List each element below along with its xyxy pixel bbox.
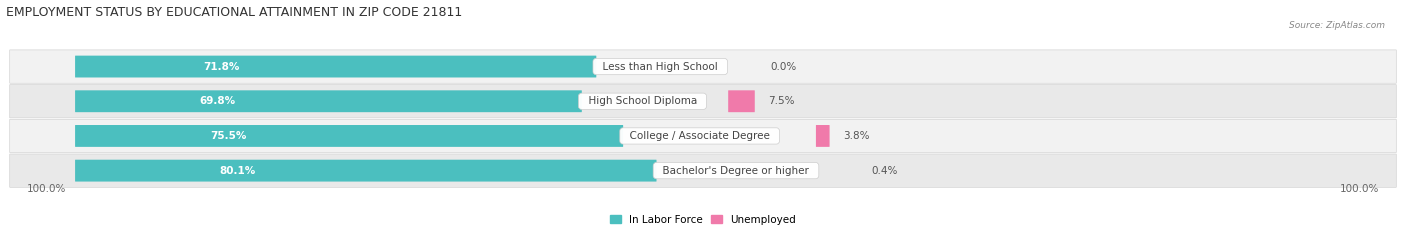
Text: 100.0%: 100.0% xyxy=(27,184,66,194)
Text: College / Associate Degree: College / Associate Degree xyxy=(623,131,776,141)
FancyBboxPatch shape xyxy=(75,90,582,112)
Text: 7.5%: 7.5% xyxy=(769,96,794,106)
Text: Source: ZipAtlas.com: Source: ZipAtlas.com xyxy=(1289,21,1385,30)
Text: 100.0%: 100.0% xyxy=(1340,184,1379,194)
FancyBboxPatch shape xyxy=(815,125,830,147)
Text: 3.8%: 3.8% xyxy=(844,131,870,141)
FancyBboxPatch shape xyxy=(75,56,596,78)
Text: EMPLOYMENT STATUS BY EDUCATIONAL ATTAINMENT IN ZIP CODE 21811: EMPLOYMENT STATUS BY EDUCATIONAL ATTAINM… xyxy=(6,6,461,19)
FancyBboxPatch shape xyxy=(75,160,657,182)
Text: 71.8%: 71.8% xyxy=(202,62,239,72)
FancyBboxPatch shape xyxy=(10,50,1396,83)
FancyBboxPatch shape xyxy=(10,154,1396,187)
FancyBboxPatch shape xyxy=(728,90,755,112)
FancyBboxPatch shape xyxy=(10,119,1396,153)
Text: 0.0%: 0.0% xyxy=(770,62,796,72)
FancyBboxPatch shape xyxy=(10,85,1396,118)
Text: High School Diploma: High School Diploma xyxy=(582,96,703,106)
Legend: In Labor Force, Unemployed: In Labor Force, Unemployed xyxy=(610,215,796,225)
FancyBboxPatch shape xyxy=(75,125,623,147)
Text: Bachelor's Degree or higher: Bachelor's Degree or higher xyxy=(657,166,815,176)
Text: 69.8%: 69.8% xyxy=(200,96,235,106)
Text: Less than High School: Less than High School xyxy=(596,62,724,72)
Text: 75.5%: 75.5% xyxy=(211,131,247,141)
Text: 80.1%: 80.1% xyxy=(219,166,256,176)
Text: 0.4%: 0.4% xyxy=(872,166,898,176)
